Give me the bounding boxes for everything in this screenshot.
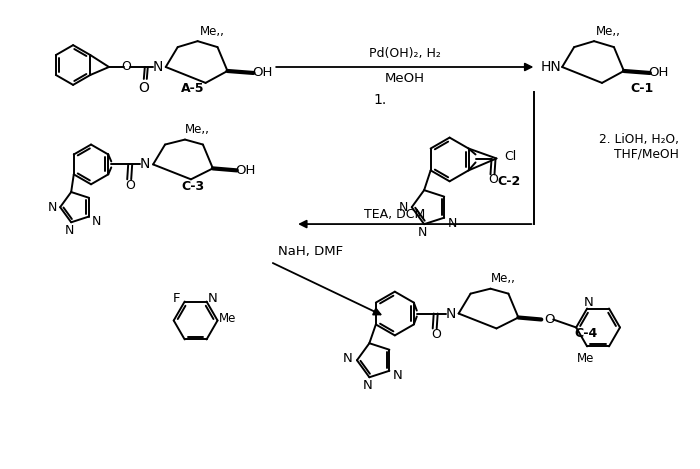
Text: N: N (363, 379, 372, 392)
Text: F: F (173, 292, 181, 305)
Text: THF/MeOH: THF/MeOH (615, 148, 679, 161)
Text: Me: Me (219, 312, 236, 325)
Text: O: O (489, 173, 498, 186)
Text: N: N (417, 226, 427, 239)
Text: N: N (140, 158, 150, 171)
Text: OH: OH (252, 67, 272, 79)
Text: O: O (121, 60, 131, 73)
Text: Me,,: Me,, (185, 123, 210, 136)
Text: TEA, DCM: TEA, DCM (364, 208, 426, 220)
Text: N: N (447, 217, 457, 230)
Text: 1.: 1. (373, 93, 386, 107)
Text: N: N (208, 292, 218, 305)
Text: Me,,: Me,, (491, 272, 515, 285)
Text: Cl: Cl (504, 150, 517, 163)
Text: N: N (343, 352, 353, 365)
Text: N: N (64, 224, 74, 237)
Text: Pd(OH)₂, H₂: Pd(OH)₂, H₂ (369, 46, 441, 60)
Text: NaH, DMF: NaH, DMF (278, 245, 343, 258)
Text: O: O (430, 328, 440, 341)
Text: C-3: C-3 (181, 180, 204, 193)
Text: C-2: C-2 (498, 175, 521, 188)
Text: O: O (125, 179, 135, 192)
Text: O: O (544, 313, 554, 326)
Text: N: N (399, 201, 409, 214)
Text: HN: HN (541, 60, 561, 74)
Text: N: N (584, 296, 594, 309)
Text: N: N (153, 60, 163, 74)
Text: Me,,: Me,, (596, 25, 621, 38)
Text: Me,,: Me,, (199, 25, 225, 38)
Text: OH: OH (235, 164, 256, 177)
Text: O: O (139, 81, 149, 95)
Text: C-1: C-1 (630, 83, 654, 95)
Text: C-4: C-4 (575, 327, 598, 340)
Text: Me: Me (576, 352, 594, 365)
Text: N: N (393, 369, 402, 382)
Text: N: N (445, 307, 456, 320)
Text: A-5: A-5 (181, 83, 204, 95)
Text: N: N (48, 201, 57, 214)
Text: MeOH: MeOH (385, 72, 425, 85)
Text: OH: OH (649, 67, 669, 79)
Text: N: N (91, 215, 101, 228)
Text: 2. LiOH, H₂O,: 2. LiOH, H₂O, (598, 133, 679, 146)
